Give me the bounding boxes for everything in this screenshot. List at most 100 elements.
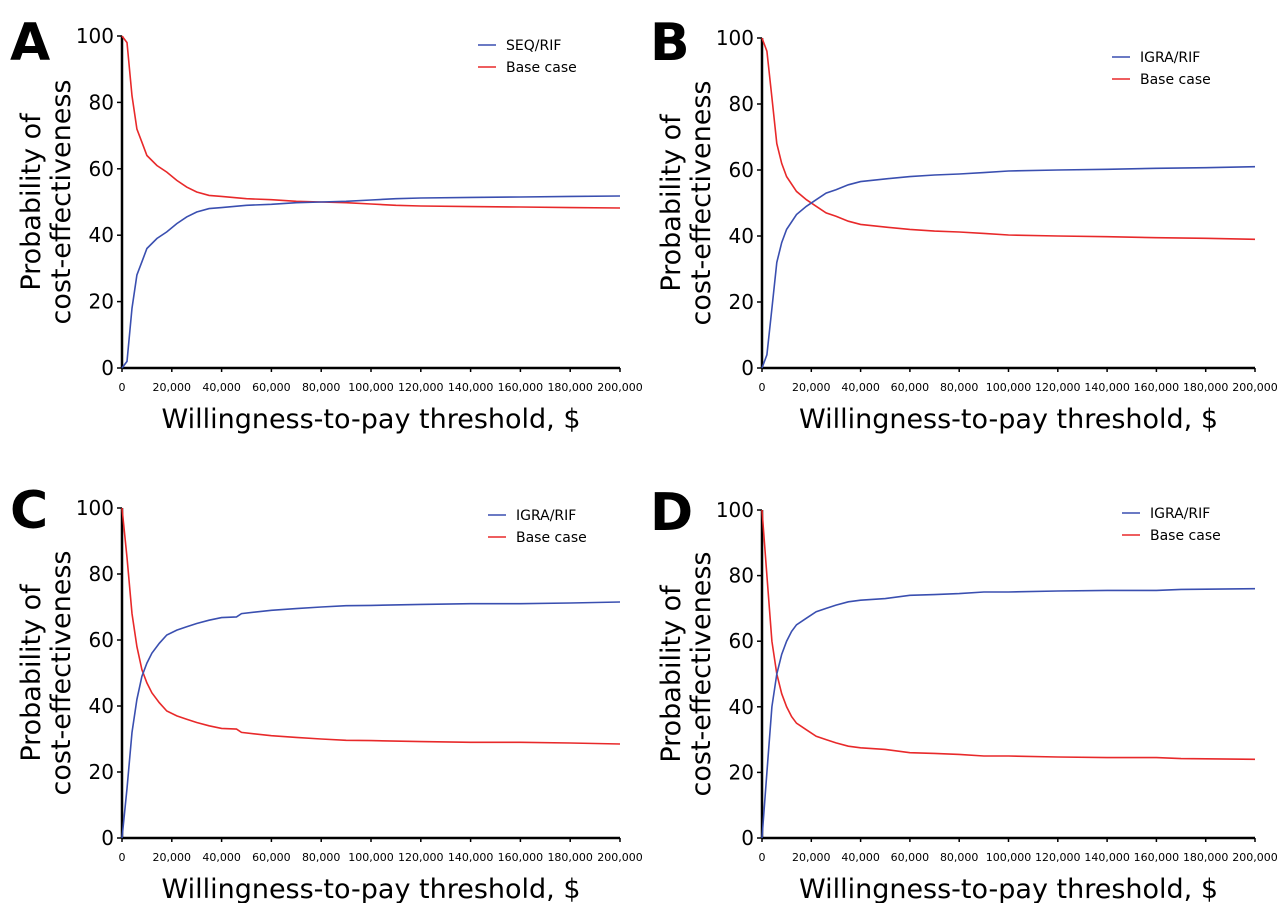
y-tick-label: 0 <box>101 356 114 380</box>
series-line-igra-rif <box>761 587 1256 839</box>
y-tick-label: 20 <box>89 290 114 314</box>
x-tick-label: 60,000 <box>252 381 291 394</box>
y-tick-label: 100 <box>76 24 114 48</box>
y-tick-label: 60 <box>89 157 114 181</box>
x-axis-title: Willingness-to-pay threshold, $ <box>799 874 1218 903</box>
y-tick-label: 0 <box>741 826 754 850</box>
x-axis-title: Willingness-to-pay threshold, $ <box>161 404 580 435</box>
x-tick-label: 40,000 <box>841 851 880 864</box>
y-tick-label: 100 <box>716 498 754 522</box>
series-line-igra-rif <box>121 601 621 839</box>
y-tick-label: 20 <box>729 760 754 784</box>
y-axis-title-line: cost-effectiveness <box>46 80 77 325</box>
x-tick-label: 100,000 <box>348 851 394 864</box>
legend-label: IGRA/RIF <box>516 508 576 524</box>
legend-label: Base case <box>506 60 577 76</box>
x-tick-label: 20,000 <box>792 851 831 864</box>
y-tick-label: 0 <box>741 356 754 380</box>
x-tick-label: 60,000 <box>891 851 930 864</box>
x-tick-label: 60,000 <box>891 381 930 394</box>
x-tick-label: 80,000 <box>940 851 979 864</box>
x-tick-label: 140,000 <box>1084 851 1130 864</box>
x-tick-label: 20,000 <box>153 381 192 394</box>
x-tick-label: 120,000 <box>398 381 444 394</box>
y-tick-label: 20 <box>729 290 754 314</box>
legend-label: Base case <box>1150 528 1221 544</box>
x-tick-label: 160,000 <box>1134 851 1180 864</box>
x-tick-label: 120,000 <box>1035 381 1081 394</box>
legend-label: IGRA/RIF <box>1150 506 1210 522</box>
y-axis-title-line: Probability of <box>656 113 687 292</box>
y-tick-label: 100 <box>716 26 754 50</box>
y-axis-title-line: Probability of <box>16 112 47 291</box>
series-line-base-case <box>121 35 621 209</box>
y-tick-label: 40 <box>89 694 114 718</box>
legend-label: SEQ/RIF <box>506 38 561 54</box>
y-tick-label: 40 <box>729 695 754 719</box>
chart-panel-c: C 0 20 40 60 80 100 0 20,000 40,000 60,000 80,000 10… <box>10 481 643 903</box>
x-tick-label: 0 <box>759 851 766 864</box>
y-tick-label: 60 <box>89 628 114 652</box>
panel-letter: C <box>10 481 48 541</box>
x-tick-label: 200,000 <box>1232 381 1278 394</box>
x-axis-title: Willingness-to-pay threshold, $ <box>799 404 1218 435</box>
series-line-seq-rif <box>121 195 621 369</box>
x-tick-label: 40,000 <box>841 381 880 394</box>
x-tick-label: 160,000 <box>1134 381 1180 394</box>
x-tick-label: 20,000 <box>153 851 192 864</box>
x-tick-label: 180,000 <box>547 381 593 394</box>
x-tick-label: 200,000 <box>597 381 643 394</box>
x-tick-label: 200,000 <box>1232 851 1278 864</box>
x-tick-label: 140,000 <box>448 381 494 394</box>
x-tick-label: 140,000 <box>1084 381 1130 394</box>
series-line-igra-rif <box>761 165 1256 369</box>
legend-label: Base case <box>516 530 587 546</box>
legend-label: IGRA/RIF <box>1140 50 1200 66</box>
x-tick-label: 0 <box>759 381 766 394</box>
y-tick-label: 20 <box>89 760 114 784</box>
y-axis-title-line: cost-effectiveness <box>686 81 717 326</box>
legend-label: Base case <box>1140 72 1211 88</box>
x-tick-label: 120,000 <box>1035 851 1081 864</box>
x-tick-label: 100,000 <box>348 381 394 394</box>
y-tick-label: 80 <box>729 92 754 116</box>
y-tick-label: 60 <box>729 158 754 182</box>
y-tick-label: 40 <box>729 224 754 248</box>
x-tick-label: 0 <box>119 381 126 394</box>
x-tick-label: 120,000 <box>398 851 444 864</box>
x-tick-label: 200,000 <box>597 851 643 864</box>
x-tick-label: 80,000 <box>302 381 341 394</box>
x-tick-label: 180,000 <box>1183 381 1229 394</box>
x-tick-label: 80,000 <box>940 381 979 394</box>
x-tick-label: 180,000 <box>547 851 593 864</box>
x-tick-label: 20,000 <box>792 381 831 394</box>
x-tick-label: 100,000 <box>986 381 1032 394</box>
panel-letter: B <box>650 13 690 73</box>
y-axis-title-line: Probability of <box>16 583 47 762</box>
x-tick-label: 160,000 <box>498 381 544 394</box>
x-axis-title: Willingness-to-pay threshold, $ <box>161 874 580 903</box>
x-tick-label: 160,000 <box>498 851 544 864</box>
y-tick-label: 40 <box>89 223 114 247</box>
y-axis-title-line: Probability of <box>656 584 687 763</box>
x-tick-label: 40,000 <box>202 851 241 864</box>
series-line-base-case <box>761 37 1256 241</box>
chart-panel-b: B 0 20 40 60 80 100 0 20,000 40,000 60,000 80,000 10… <box>650 13 1278 435</box>
panel-letter: D <box>650 483 693 543</box>
panel-letter: A <box>10 13 50 73</box>
chart-panel-d: D 0 20 40 60 80 100 0 20,000 40,000 60,000 80,000 10… <box>650 483 1278 903</box>
x-tick-label: 0 <box>119 851 126 864</box>
x-tick-label: 80,000 <box>302 851 341 864</box>
x-tick-label: 180,000 <box>1183 851 1229 864</box>
x-tick-label: 140,000 <box>448 851 494 864</box>
y-tick-label: 60 <box>729 629 754 653</box>
y-tick-label: 80 <box>89 90 114 114</box>
x-tick-label: 100,000 <box>986 851 1032 864</box>
y-tick-label: 80 <box>729 564 754 588</box>
y-axis-title-line: cost-effectiveness <box>686 552 717 797</box>
y-axis-title-line: cost-effectiveness <box>46 551 77 796</box>
chart-panel-a: A 0 20 40 60 80 100 0 20,000 40,000 60,000 80,000 10… <box>10 13 643 435</box>
y-tick-label: 80 <box>89 562 114 586</box>
x-tick-label: 60,000 <box>252 851 291 864</box>
